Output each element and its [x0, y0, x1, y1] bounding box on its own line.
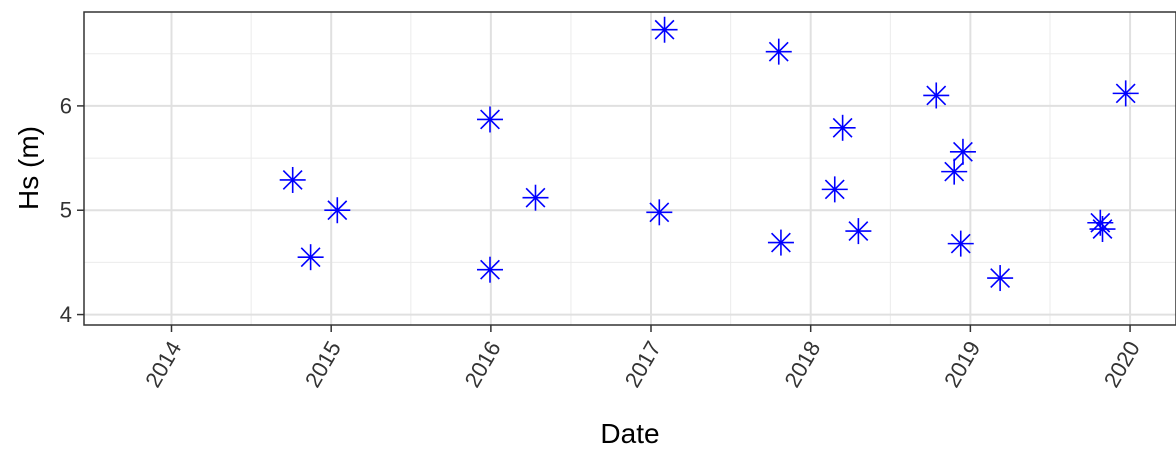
plot-border	[83, 11, 1176, 326]
data-point	[522, 184, 549, 211]
x-tick-label: 2020	[1099, 337, 1145, 392]
x-axis-title: Date	[600, 418, 659, 449]
x-axis: 2014 2015 2016 2017 2018 2019 2020	[140, 325, 1145, 392]
data-point	[923, 82, 950, 109]
data-point	[767, 229, 794, 256]
data-point	[765, 38, 792, 65]
data-point	[949, 138, 976, 165]
x-tick-label: 2014	[140, 337, 186, 392]
x-tick-label: 2016	[460, 337, 506, 392]
data-point	[1089, 216, 1116, 243]
data-point	[941, 158, 968, 185]
y-tick-label: 4	[60, 302, 72, 327]
data-point	[279, 166, 306, 193]
y-tick-label: 6	[60, 93, 72, 118]
grid-minor	[84, 12, 1176, 325]
data-point	[1112, 80, 1139, 107]
data-point	[324, 197, 351, 224]
data-point	[821, 176, 848, 203]
y-tick-label: 5	[60, 198, 72, 223]
x-tick-label: 2015	[300, 337, 346, 392]
x-tick-label: 2018	[779, 337, 825, 392]
data-point	[297, 244, 324, 271]
data-point	[651, 16, 678, 43]
grid-major	[84, 12, 1176, 325]
y-axis-title: Hs (m)	[13, 126, 44, 210]
data-point	[987, 265, 1014, 292]
x-tick-label: 2017	[620, 337, 666, 392]
x-tick-label: 2019	[939, 337, 985, 392]
data-point	[477, 106, 503, 133]
data-points	[279, 16, 1139, 292]
data-point	[947, 230, 974, 257]
data-point	[829, 114, 856, 141]
data-point	[646, 199, 673, 226]
data-point	[477, 256, 503, 283]
data-point	[845, 218, 872, 245]
y-axis: 4 5 6	[60, 93, 84, 327]
